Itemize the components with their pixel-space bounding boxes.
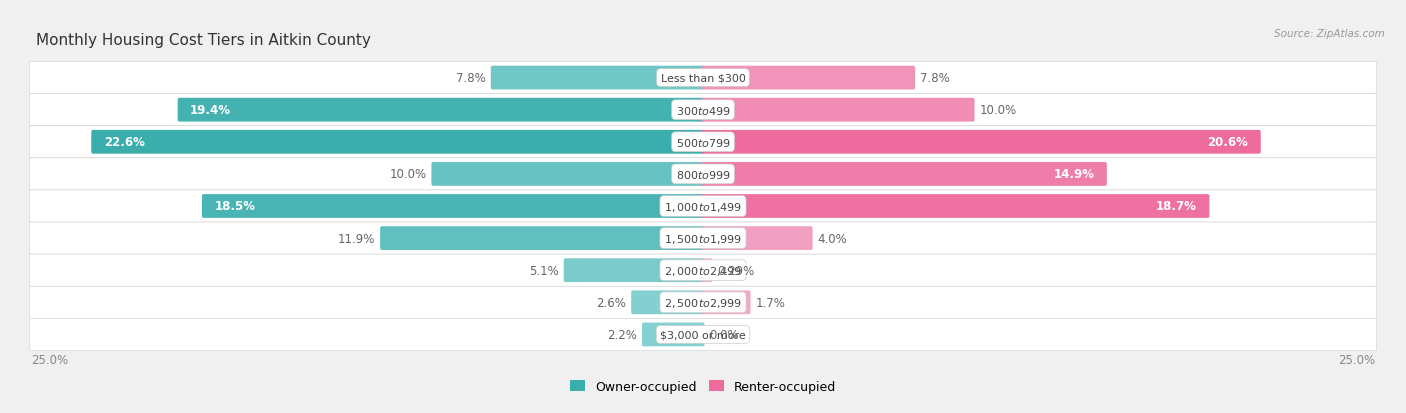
FancyBboxPatch shape xyxy=(30,62,1376,95)
FancyBboxPatch shape xyxy=(564,259,704,282)
FancyBboxPatch shape xyxy=(30,95,1376,126)
Text: 11.9%: 11.9% xyxy=(337,232,375,245)
FancyBboxPatch shape xyxy=(702,131,1261,154)
Text: 0.29%: 0.29% xyxy=(717,264,755,277)
Text: $800 to $999: $800 to $999 xyxy=(675,169,731,180)
FancyBboxPatch shape xyxy=(30,159,1376,190)
Text: 20.6%: 20.6% xyxy=(1208,136,1249,149)
FancyBboxPatch shape xyxy=(30,318,1376,351)
Text: 2.2%: 2.2% xyxy=(607,328,637,341)
FancyBboxPatch shape xyxy=(702,66,915,90)
FancyBboxPatch shape xyxy=(643,323,704,347)
FancyBboxPatch shape xyxy=(702,259,713,282)
FancyBboxPatch shape xyxy=(30,223,1376,254)
Text: 18.5%: 18.5% xyxy=(214,200,256,213)
FancyBboxPatch shape xyxy=(702,291,751,314)
Text: $1,500 to $1,999: $1,500 to $1,999 xyxy=(664,232,742,245)
FancyBboxPatch shape xyxy=(30,126,1376,159)
Text: $2,000 to $2,499: $2,000 to $2,499 xyxy=(664,264,742,277)
Text: Source: ZipAtlas.com: Source: ZipAtlas.com xyxy=(1274,29,1385,39)
Text: 10.0%: 10.0% xyxy=(389,168,426,181)
Text: 10.0%: 10.0% xyxy=(980,104,1017,117)
Text: 4.0%: 4.0% xyxy=(818,232,848,245)
FancyBboxPatch shape xyxy=(380,227,704,250)
FancyBboxPatch shape xyxy=(702,99,974,122)
Text: 14.9%: 14.9% xyxy=(1053,168,1094,181)
Text: 0.0%: 0.0% xyxy=(710,328,740,341)
FancyBboxPatch shape xyxy=(702,195,1209,218)
FancyBboxPatch shape xyxy=(702,227,813,250)
FancyBboxPatch shape xyxy=(30,190,1376,223)
Text: $300 to $499: $300 to $499 xyxy=(675,104,731,116)
Text: Monthly Housing Cost Tiers in Aitkin County: Monthly Housing Cost Tiers in Aitkin Cou… xyxy=(37,33,371,48)
Text: 2.6%: 2.6% xyxy=(596,296,626,309)
FancyBboxPatch shape xyxy=(91,131,704,154)
Text: 18.7%: 18.7% xyxy=(1156,200,1197,213)
FancyBboxPatch shape xyxy=(30,287,1376,318)
Text: $3,000 or more: $3,000 or more xyxy=(661,330,745,339)
Text: 19.4%: 19.4% xyxy=(190,104,231,117)
FancyBboxPatch shape xyxy=(30,254,1376,287)
Text: Less than $300: Less than $300 xyxy=(661,74,745,83)
Text: 1.7%: 1.7% xyxy=(755,296,786,309)
Legend: Owner-occupied, Renter-occupied: Owner-occupied, Renter-occupied xyxy=(565,375,841,398)
Text: $2,500 to $2,999: $2,500 to $2,999 xyxy=(664,296,742,309)
Text: 22.6%: 22.6% xyxy=(104,136,145,149)
Text: $500 to $799: $500 to $799 xyxy=(675,136,731,148)
Text: 25.0%: 25.0% xyxy=(1339,353,1375,366)
FancyBboxPatch shape xyxy=(432,163,704,186)
Text: 7.8%: 7.8% xyxy=(456,72,485,85)
FancyBboxPatch shape xyxy=(177,99,704,122)
Text: 25.0%: 25.0% xyxy=(31,353,67,366)
FancyBboxPatch shape xyxy=(702,163,1107,186)
Text: $1,000 to $1,499: $1,000 to $1,499 xyxy=(664,200,742,213)
FancyBboxPatch shape xyxy=(491,66,704,90)
Text: 7.8%: 7.8% xyxy=(921,72,950,85)
FancyBboxPatch shape xyxy=(202,195,704,218)
Text: 5.1%: 5.1% xyxy=(529,264,558,277)
FancyBboxPatch shape xyxy=(631,291,704,314)
